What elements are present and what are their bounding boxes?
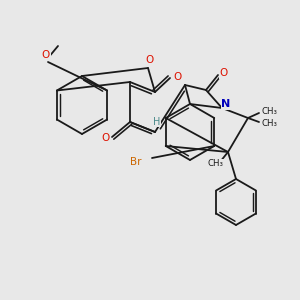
Text: O: O [42,50,50,60]
Text: Br: Br [130,157,142,167]
Text: O: O [220,68,228,78]
Text: O: O [146,55,154,65]
Text: N: N [221,99,231,109]
Text: CH₃: CH₃ [262,106,278,116]
Text: CH₃: CH₃ [208,160,224,169]
Text: CH₃: CH₃ [262,118,278,127]
Text: O: O [101,133,109,143]
Text: H: H [153,117,161,127]
Text: O: O [173,72,181,82]
